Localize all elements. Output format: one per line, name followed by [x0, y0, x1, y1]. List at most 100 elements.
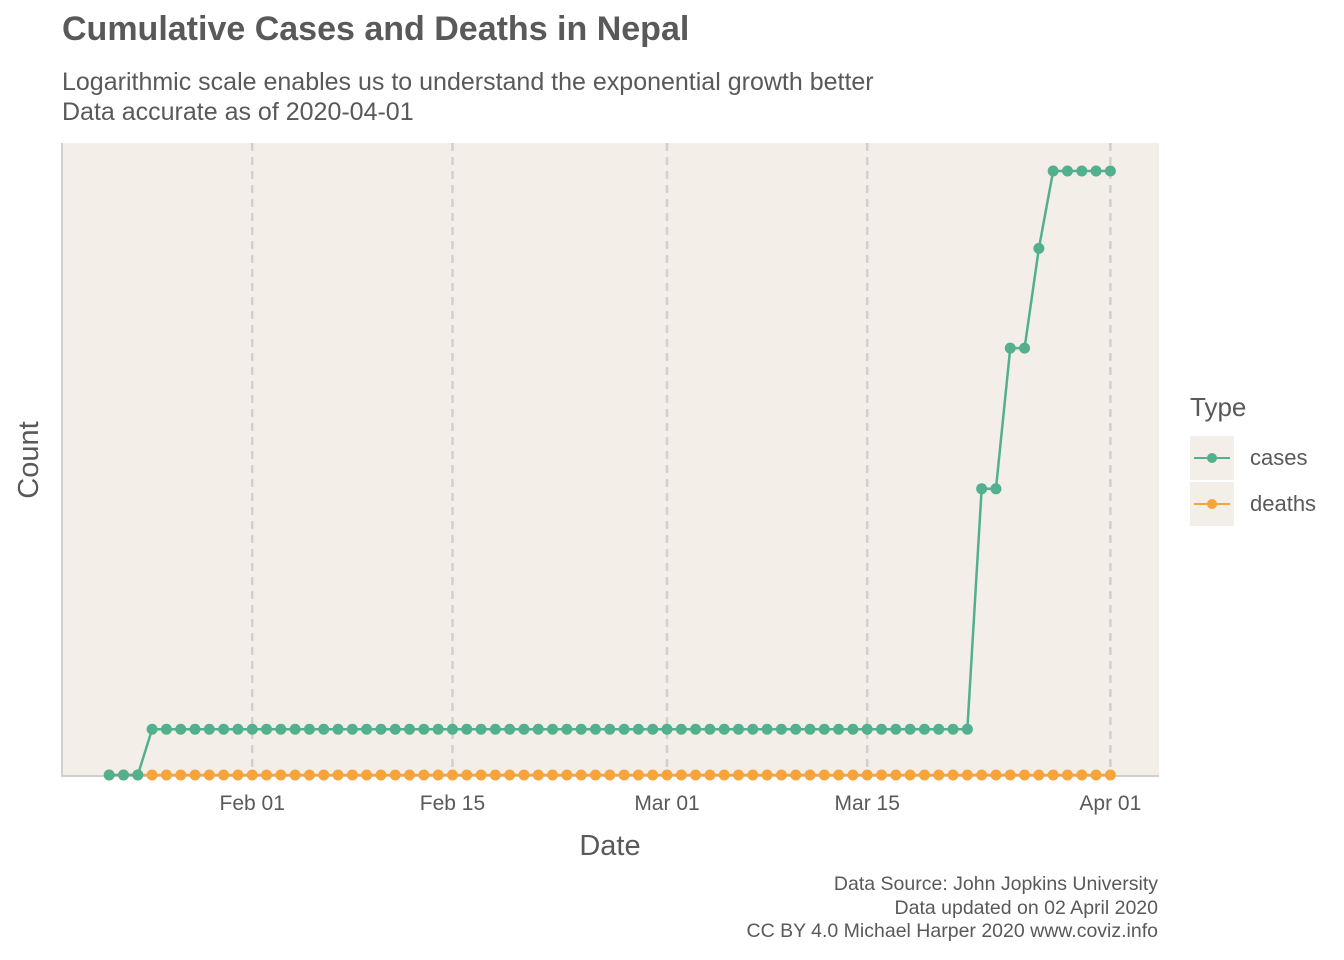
data-point-deaths	[532, 769, 544, 781]
data-point-deaths	[475, 769, 487, 781]
legend-key-cases	[1190, 436, 1234, 480]
caption: Data Source: John Jopkins University Dat…	[747, 873, 1159, 944]
data-point-deaths	[704, 769, 716, 781]
legend-item-cases: cases	[1190, 435, 1316, 481]
data-point-cases	[690, 723, 702, 735]
data-point-deaths	[1061, 769, 1073, 781]
data-point-deaths	[661, 769, 673, 781]
data-point-deaths	[718, 769, 730, 781]
data-point-cases	[632, 723, 644, 735]
data-point-deaths	[947, 769, 959, 781]
data-point-cases	[461, 723, 473, 735]
data-point-deaths	[1076, 769, 1088, 781]
data-point-cases	[303, 723, 315, 735]
x-tick-label: Apr 01	[1079, 792, 1141, 815]
data-point-cases	[775, 723, 787, 735]
data-point-deaths	[775, 769, 787, 781]
data-point-cases	[103, 769, 115, 781]
data-point-cases	[504, 723, 516, 735]
caption-line: Data updated on 02 April 2020	[894, 896, 1158, 919]
data-point-deaths	[146, 769, 158, 781]
data-point-deaths	[618, 769, 630, 781]
x-tick-label: Feb 01	[220, 792, 285, 815]
legend-key-deaths	[1190, 482, 1234, 526]
data-point-cases	[747, 723, 759, 735]
data-point-deaths	[418, 769, 430, 781]
data-point-deaths	[389, 769, 401, 781]
data-point-cases	[261, 723, 273, 735]
data-point-deaths	[547, 769, 559, 781]
data-point-cases	[618, 723, 630, 735]
data-point-cases	[818, 723, 830, 735]
data-point-cases	[733, 723, 745, 735]
data-point-cases	[761, 723, 773, 735]
data-point-cases	[933, 723, 945, 735]
data-point-deaths	[976, 769, 988, 781]
data-point-cases	[1047, 165, 1059, 177]
data-point-cases	[246, 723, 258, 735]
data-point-deaths	[332, 769, 344, 781]
data-point-cases	[446, 723, 458, 735]
legend: Type cases deaths	[1190, 392, 1316, 527]
data-point-cases	[375, 723, 387, 735]
data-point-deaths	[261, 769, 273, 781]
data-point-deaths	[575, 769, 587, 781]
data-point-cases	[132, 769, 144, 781]
data-point-cases	[976, 483, 988, 495]
grid-lines	[250, 143, 1112, 776]
data-point-cases	[604, 723, 616, 735]
data-point-cases	[418, 723, 430, 735]
data-point-deaths	[833, 769, 845, 781]
data-point-deaths	[1090, 769, 1102, 781]
data-point-cases	[332, 723, 344, 735]
data-point-cases	[647, 723, 659, 735]
data-point-deaths	[690, 769, 702, 781]
data-point-cases	[475, 723, 487, 735]
data-point-deaths	[160, 769, 172, 781]
data-point-cases	[146, 723, 158, 735]
x-tick-label: Mar 15	[835, 792, 900, 815]
caption-line: CC BY 4.0 Michael Harper 2020 www.coviz.…	[746, 920, 1159, 942]
data-point-deaths	[361, 769, 373, 781]
y-axis-label: Count	[13, 421, 45, 498]
data-point-deaths	[303, 769, 315, 781]
data-point-deaths	[375, 769, 387, 781]
data-point-cases	[518, 723, 530, 735]
data-point-deaths	[446, 769, 458, 781]
data-point-cases	[532, 723, 544, 735]
data-point-cases	[990, 483, 1002, 495]
data-point-cases	[218, 723, 230, 735]
data-point-deaths	[990, 769, 1002, 781]
data-point-cases	[833, 723, 845, 735]
subtitle-line: Data accurate as of 2020-04-01	[62, 98, 414, 126]
data-point-cases	[547, 723, 559, 735]
data-point-deaths	[289, 769, 301, 781]
data-point-deaths	[203, 769, 215, 781]
data-point-deaths	[518, 769, 530, 781]
data-point-deaths	[1019, 769, 1031, 781]
data-point-deaths	[1104, 769, 1116, 781]
x-tick-label: Mar 01	[634, 792, 699, 815]
data-point-cases	[1019, 342, 1031, 354]
data-point-deaths	[318, 769, 330, 781]
data-point-cases	[389, 723, 401, 735]
data-point-deaths	[861, 769, 873, 781]
data-point-cases	[918, 723, 930, 735]
legend-item-deaths: deaths	[1190, 481, 1316, 527]
data-point-deaths	[175, 769, 187, 781]
data-point-deaths	[804, 769, 816, 781]
data-point-cases	[718, 723, 730, 735]
data-point-cases	[232, 723, 244, 735]
data-point-cases	[361, 723, 373, 735]
plot-panel	[62, 143, 1159, 776]
data-point-deaths	[733, 769, 745, 781]
data-point-cases	[675, 723, 687, 735]
data-point-deaths	[561, 769, 573, 781]
data-point-cases	[1104, 165, 1116, 177]
caption-line: Data Source: John Jopkins University	[833, 873, 1158, 895]
data-point-deaths	[504, 769, 516, 781]
x-tick-label: Feb 15	[420, 792, 485, 815]
data-point-deaths	[761, 769, 773, 781]
data-point-cases	[961, 723, 973, 735]
